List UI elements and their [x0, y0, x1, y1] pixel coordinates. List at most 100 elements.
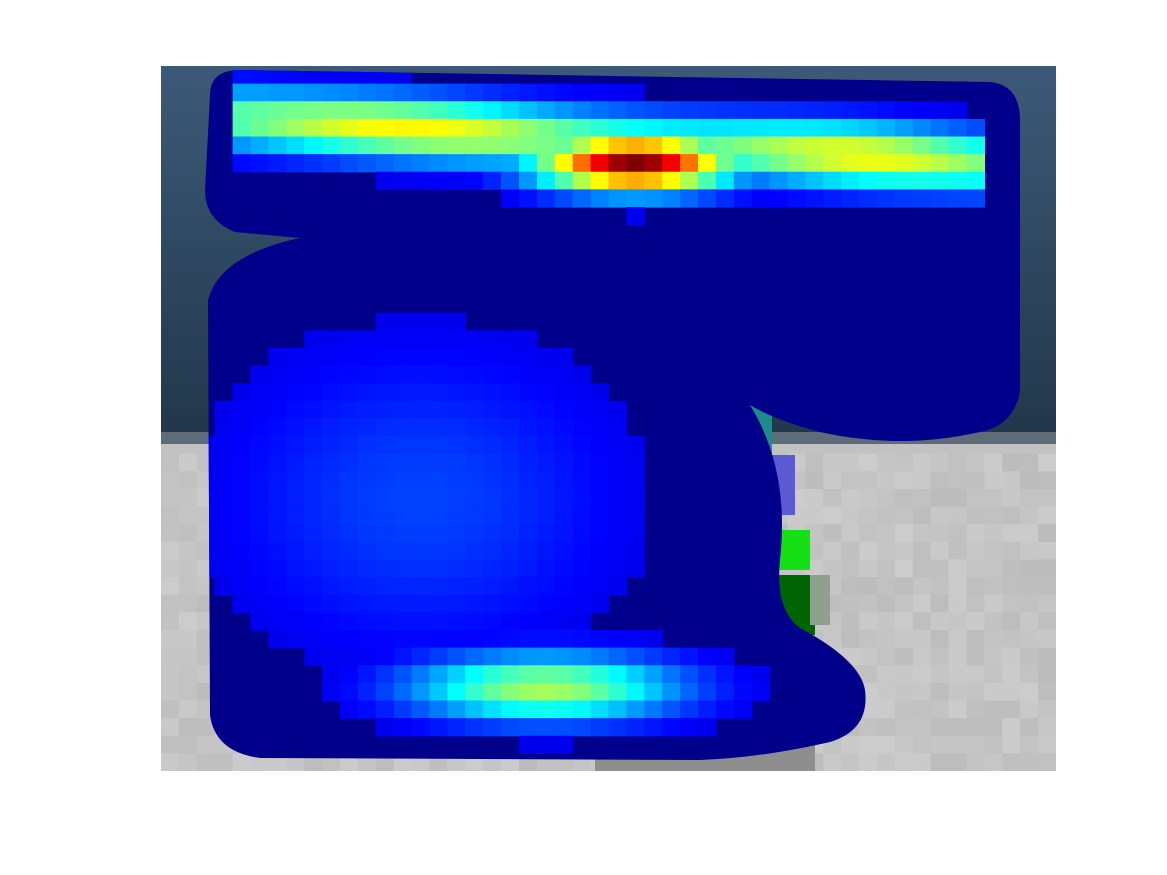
- heatmap-cell: [751, 171, 771, 190]
- floor-pixel: [894, 630, 914, 649]
- heatmap-cell: [393, 154, 413, 173]
- heatmap-cell: [519, 83, 538, 102]
- heatmap-cell: [787, 101, 806, 120]
- floor-pixel: [966, 718, 985, 737]
- heatmap-cell: [590, 559, 610, 578]
- heatmap-cell: [465, 471, 484, 490]
- heatmap-cell: [554, 577, 574, 596]
- floor-pixel: [948, 453, 967, 472]
- floor-pixel: [948, 594, 967, 613]
- heatmap-cell: [447, 83, 466, 102]
- heatmap-cell: [232, 436, 252, 455]
- heatmap-cell: [447, 101, 466, 120]
- heatmap-cell: [877, 171, 896, 190]
- floor-pixel: [984, 471, 1003, 490]
- floor-pixel: [984, 506, 1003, 525]
- heatmap-cell: [733, 189, 753, 208]
- heatmap-cell: [715, 101, 735, 120]
- floor-pixel: [966, 524, 985, 543]
- heatmap-cell: [411, 665, 431, 684]
- heatmap-cell: [501, 647, 520, 666]
- heatmap-cell: [340, 154, 359, 173]
- heatmap-cell: [411, 612, 431, 631]
- heatmap-cell: [357, 700, 377, 719]
- heatmap-cell: [375, 453, 395, 472]
- floor-pixel: [841, 612, 860, 631]
- heatmap-cell: [322, 506, 341, 525]
- heatmap-cell: [662, 154, 681, 173]
- heatmap-cell: [519, 471, 538, 490]
- heatmap-cell: [501, 383, 520, 402]
- heatmap-cell: [465, 436, 484, 455]
- floor-pixel: [948, 506, 967, 525]
- floor-pixel: [894, 665, 914, 684]
- heatmap-cell: [411, 647, 431, 666]
- heatmap-cell: [232, 453, 252, 472]
- heatmap-cell: [698, 136, 717, 155]
- floor-pixel: [178, 471, 198, 490]
- heatmap-cell: [250, 418, 269, 437]
- heatmap-cell: [680, 154, 699, 173]
- floor-pixel: [841, 453, 860, 472]
- heatmap-cell: [393, 541, 413, 561]
- heatmap-cell: [447, 630, 466, 649]
- floor-pixel: [859, 471, 878, 490]
- heatmap-cell: [340, 524, 359, 543]
- heatmap-cell: [447, 365, 466, 384]
- heatmap-cell: [572, 101, 592, 120]
- heatmap-cell: [393, 524, 413, 543]
- heatmap-cell: [322, 647, 341, 666]
- heatmap-cell: [715, 118, 735, 138]
- heatmap-cell: [357, 489, 377, 508]
- floor-pixel: [859, 541, 878, 560]
- heatmap-cell: [429, 118, 448, 138]
- heatmap-cell: [823, 118, 842, 138]
- heatmap-cell: [268, 154, 287, 173]
- floor-pixel: [894, 489, 914, 508]
- floor-pixel: [966, 612, 985, 631]
- floor-pixel: [161, 489, 180, 508]
- heatmap-cell: [608, 171, 627, 190]
- heatmap-cell: [572, 383, 592, 402]
- heatmap-cell: [483, 559, 502, 578]
- heatmap-cell: [841, 101, 860, 120]
- heatmap-cell: [232, 489, 252, 508]
- heatmap-cell: [554, 506, 574, 525]
- heatmap-cell: [590, 118, 610, 138]
- heatmap-cell: [429, 559, 448, 578]
- heatmap-cell: [322, 612, 341, 631]
- floor-pixel: [948, 630, 967, 649]
- heatmap-cell: [662, 101, 681, 120]
- heatmap-cell: [250, 489, 269, 508]
- floor-pixel: [178, 453, 198, 472]
- heatmap-cell: [304, 630, 323, 649]
- heatmap-cell: [626, 154, 645, 173]
- heatmap-cell: [912, 136, 932, 155]
- heatmap-cell: [536, 559, 556, 578]
- floor-pixel: [841, 753, 860, 771]
- heatmap-cell: [501, 118, 520, 138]
- floor-pixel: [966, 559, 985, 578]
- floor-pixel: [232, 753, 251, 771]
- heatmap-cell: [268, 471, 287, 490]
- heatmap-cell: [250, 83, 269, 102]
- heatmap-cell: [894, 101, 914, 120]
- heatmap-cell: [483, 665, 502, 684]
- floor-pixel: [984, 665, 1003, 684]
- heatmap-cell: [536, 630, 556, 649]
- heatmap-cell: [429, 594, 448, 613]
- heatmap-cell: [501, 630, 520, 649]
- floor-pixel: [178, 700, 198, 719]
- heatmap-cell: [268, 630, 287, 649]
- floor-pixel: [161, 630, 180, 649]
- heatmap-cell: [268, 101, 287, 120]
- heatmap-cell: [375, 594, 395, 613]
- heatmap-cell: [859, 154, 878, 173]
- floor-pixel: [912, 735, 932, 754]
- heatmap-cell: [393, 700, 413, 719]
- heatmap-cell: [214, 577, 234, 596]
- heatmap-cell: [447, 312, 466, 331]
- heatmap-cell: [304, 559, 323, 578]
- heatmap-cell: [375, 665, 395, 684]
